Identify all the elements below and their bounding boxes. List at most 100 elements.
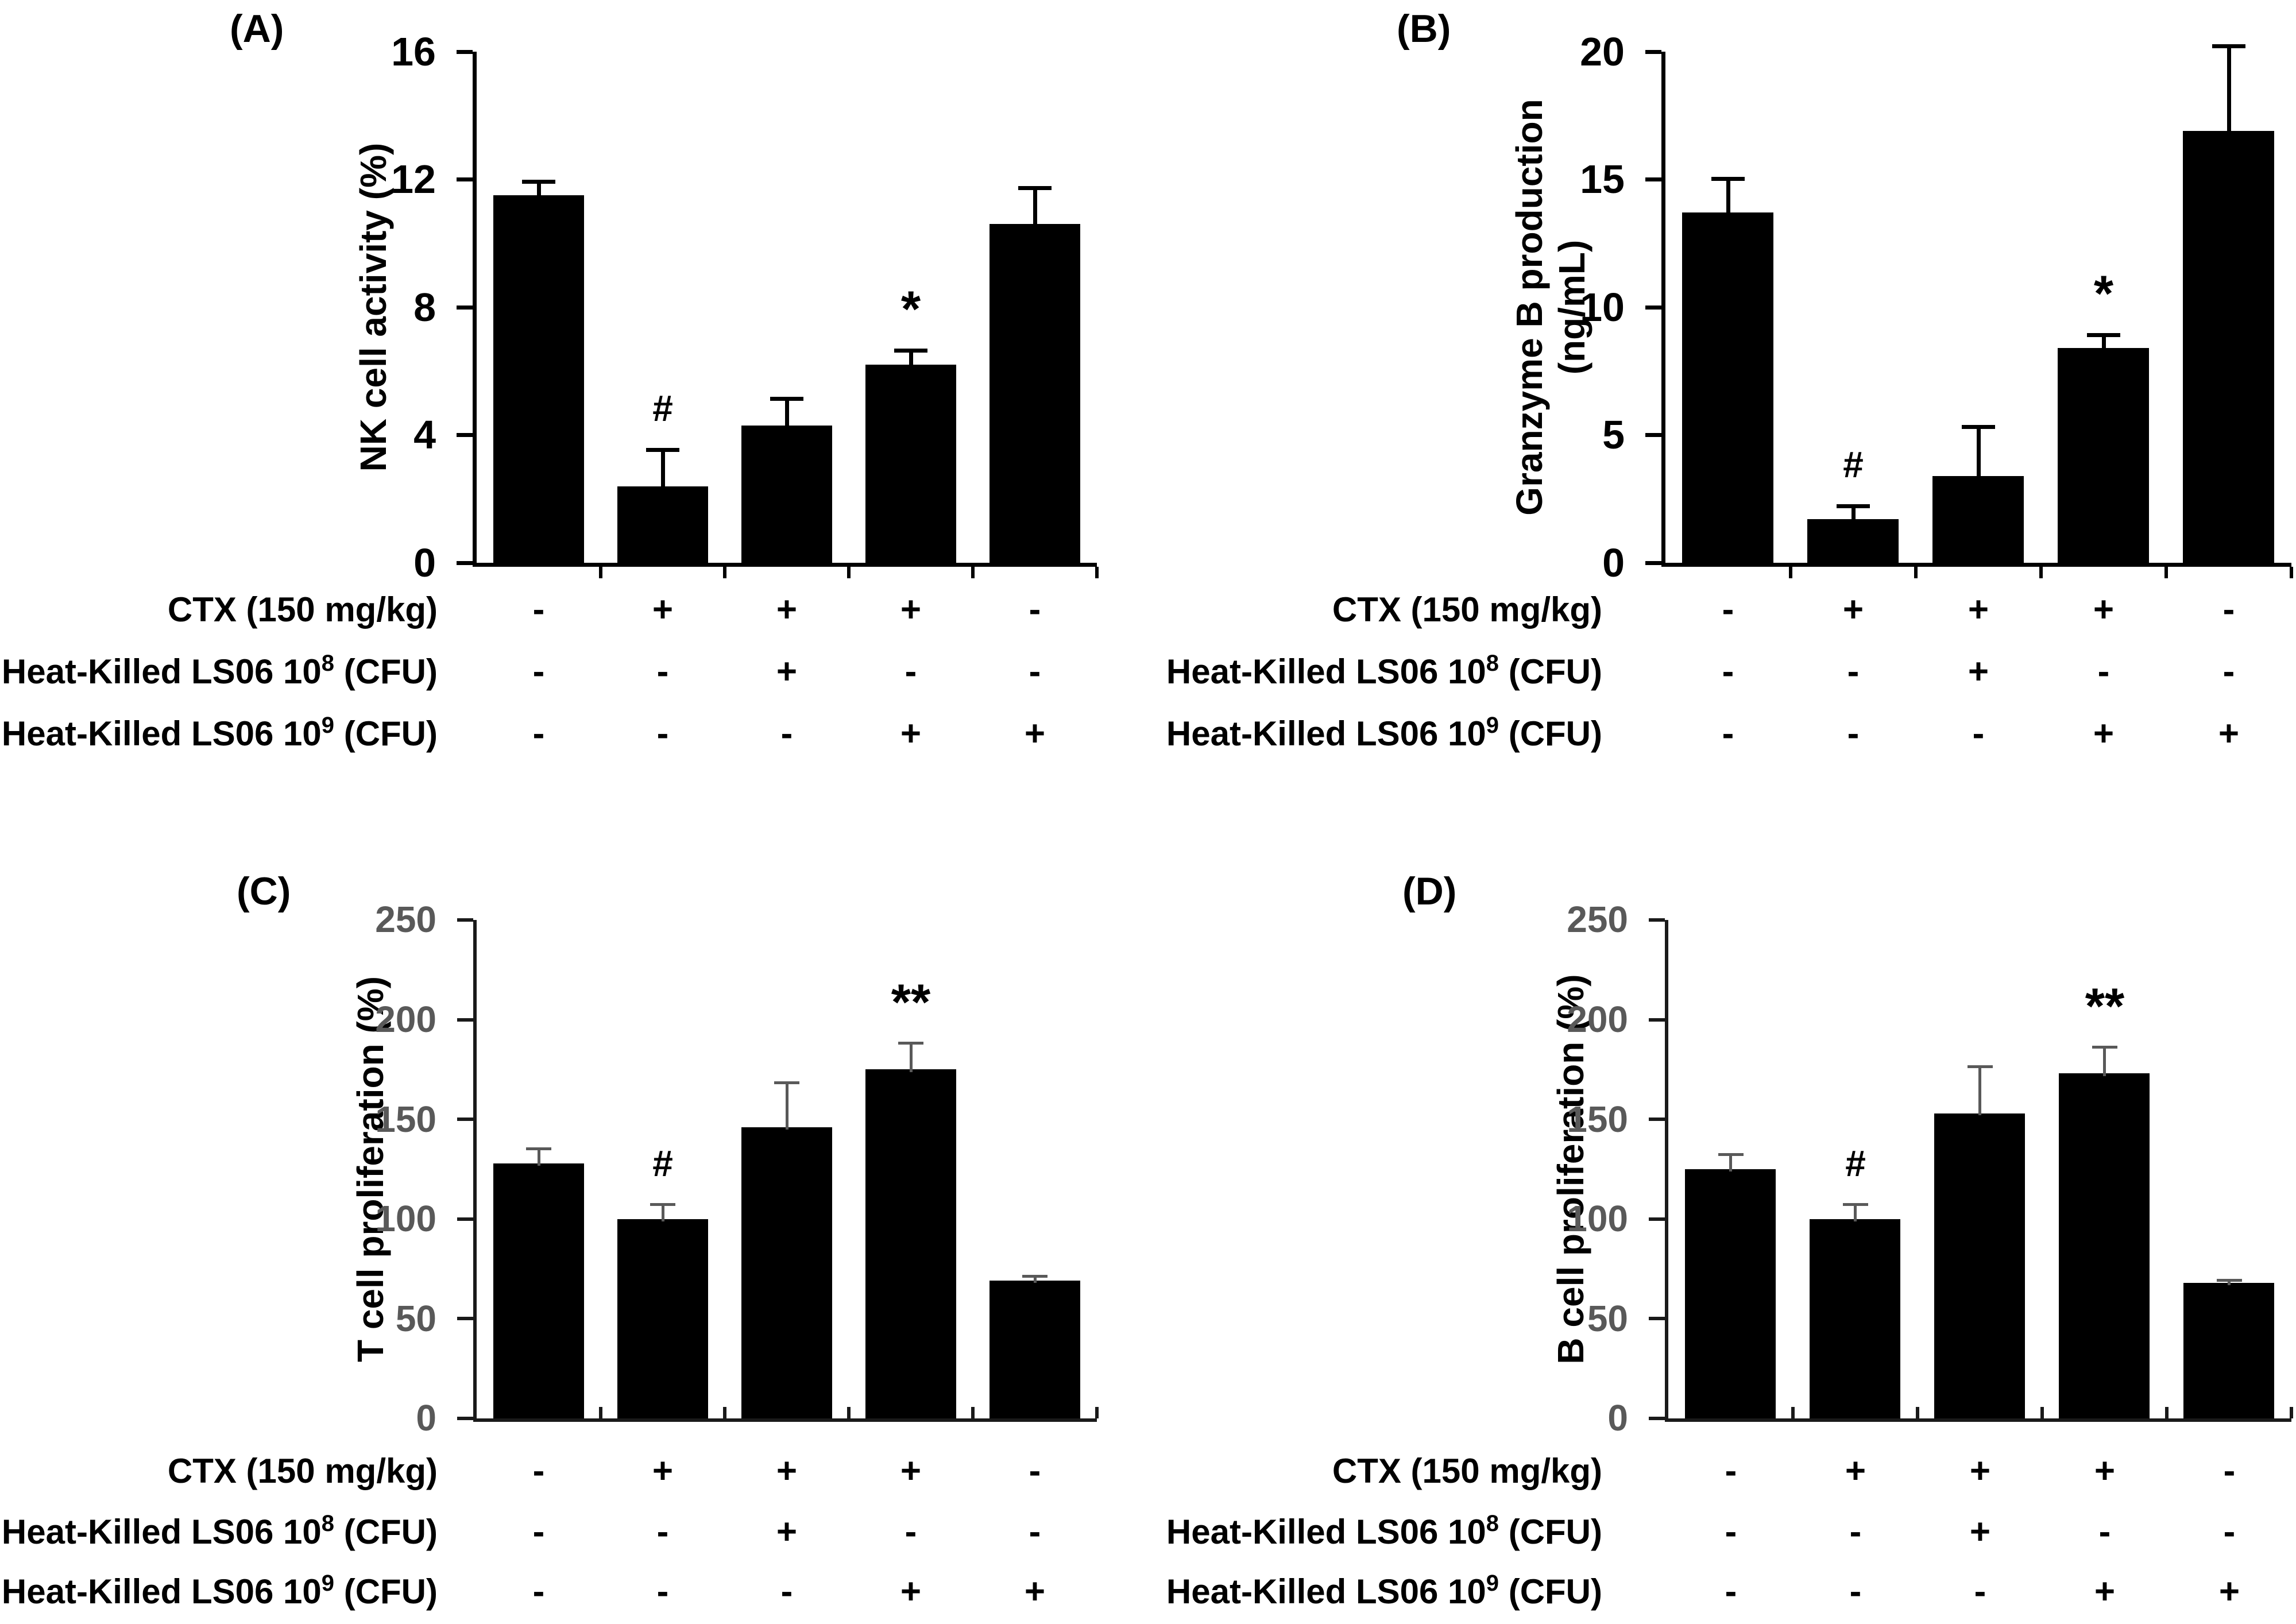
x-tick xyxy=(2290,567,2293,578)
condition-cell: + xyxy=(1845,1451,1866,1491)
bar xyxy=(1934,1113,2025,1418)
y-tick-label: 20 xyxy=(1580,29,1625,74)
error-bar xyxy=(1033,186,1037,227)
panel-label: (A) xyxy=(230,7,284,51)
y-tick xyxy=(457,1417,473,1420)
condition-row-label: CTX (150 mg/kg) xyxy=(971,1447,1602,1495)
x-axis-line xyxy=(473,1418,1097,1422)
significance-marker: ** xyxy=(891,973,931,1030)
condition-cell: - xyxy=(2098,1512,2111,1552)
y-tick-label: 200 xyxy=(375,999,436,1040)
significance-marker: * xyxy=(2093,265,2114,322)
error-cap xyxy=(1837,504,1870,508)
condition-cell: + xyxy=(900,590,922,629)
y-tick xyxy=(457,918,473,922)
bar xyxy=(865,1069,956,1418)
error-bar xyxy=(538,1147,540,1166)
y-axis-title-line: T cell proliferation (%) xyxy=(350,976,391,1363)
condition-cell: - xyxy=(780,1572,793,1611)
error-cap xyxy=(1022,1275,1047,1278)
y-tick xyxy=(457,433,473,437)
y-tick-label: 100 xyxy=(1567,1198,1628,1239)
bar xyxy=(2058,348,2149,563)
error-bar xyxy=(2103,1046,2106,1076)
x-axis-line xyxy=(473,563,1097,567)
condition-cell: - xyxy=(2222,590,2235,629)
bar xyxy=(493,195,584,563)
bar xyxy=(1682,212,1773,563)
x-tick xyxy=(847,567,851,578)
condition-cell: + xyxy=(776,652,798,691)
y-tick-label: 15 xyxy=(1580,157,1625,202)
bar xyxy=(865,365,956,563)
y-tick-label: 150 xyxy=(1567,1099,1628,1140)
x-tick xyxy=(2164,567,2168,578)
condition-cell: - xyxy=(1722,714,1734,753)
condition-cell: + xyxy=(1968,590,1989,629)
condition-cell: + xyxy=(1969,1451,1991,1491)
condition-cell: - xyxy=(1029,652,1041,691)
condition-cell: - xyxy=(1725,1572,1737,1611)
bar xyxy=(989,224,1080,563)
x-tick xyxy=(2165,1407,2169,1418)
x-tick xyxy=(847,1407,851,1418)
error-bar xyxy=(1726,177,1730,215)
condition-cell: + xyxy=(900,1451,922,1491)
error-bar xyxy=(1978,1065,1981,1115)
significance-marker: # xyxy=(652,1143,673,1184)
condition-cell: + xyxy=(2093,590,2115,629)
y-tick xyxy=(1649,1018,1665,1022)
error-cap xyxy=(770,397,803,401)
condition-cell: - xyxy=(1847,652,1860,691)
condition-cell: - xyxy=(1722,652,1734,691)
y-tick-label: 5 xyxy=(1602,412,1625,457)
x-tick xyxy=(1914,567,1918,578)
y-tick xyxy=(1645,306,1661,310)
x-tick xyxy=(599,567,602,578)
condition-row-label-suffix: (CFU) xyxy=(334,714,438,753)
panel-label: (D) xyxy=(1402,869,1457,913)
condition-row-label-text: CTX (150 mg/kg) xyxy=(167,590,438,629)
condition-cell: - xyxy=(656,1572,669,1611)
y-tick-label: 16 xyxy=(391,29,436,74)
x-axis-line xyxy=(1665,1418,2291,1422)
condition-row-label-superscript: 9 xyxy=(321,713,335,738)
x-tick xyxy=(2039,567,2043,578)
y-tick-label: 8 xyxy=(413,285,436,330)
error-bar xyxy=(1729,1153,1732,1171)
condition-row-label: Heat-Killed LS06 109 (CFU) xyxy=(0,1568,438,1616)
error-cap xyxy=(1711,177,1745,181)
y-tick-label: 4 xyxy=(413,412,436,457)
error-cap xyxy=(894,349,927,353)
y-tick xyxy=(1649,918,1665,922)
bar xyxy=(1932,476,2024,563)
error-bar xyxy=(785,397,789,428)
condition-row-label-superscript: 9 xyxy=(1486,713,1499,738)
y-tick xyxy=(1649,1317,1665,1320)
condition-row-label-superscript: 9 xyxy=(1486,1571,1499,1596)
error-bar xyxy=(909,349,913,367)
condition-cell: - xyxy=(532,1512,545,1552)
significance-marker: ** xyxy=(2085,977,2125,1034)
condition-row-label: CTX (150 mg/kg) xyxy=(971,586,1602,634)
condition-row-label: Heat-Killed LS06 108 (CFU) xyxy=(971,1508,1602,1556)
error-bar xyxy=(2228,1279,2231,1285)
x-tick xyxy=(723,567,726,578)
condition-row-label: CTX (150 mg/kg) xyxy=(0,1447,438,1495)
panel-label: (B) xyxy=(1397,7,1451,51)
condition-cell: - xyxy=(532,590,545,629)
condition-cell: - xyxy=(1725,1451,1737,1491)
error-cap xyxy=(526,1147,551,1150)
error-cap xyxy=(2212,44,2245,48)
condition-cell: - xyxy=(656,652,669,691)
condition-cell: + xyxy=(900,714,922,753)
condition-cell: - xyxy=(656,1512,669,1552)
condition-cell: - xyxy=(905,1512,917,1552)
condition-row-label-suffix: (CFU) xyxy=(1499,652,1602,691)
error-cap xyxy=(1968,1065,1993,1068)
condition-row-label-text: CTX (150 mg/kg) xyxy=(1332,590,1602,629)
condition-row-label-text: CTX (150 mg/kg) xyxy=(1332,1452,1602,1490)
error-cap xyxy=(2087,333,2120,337)
condition-row-label-text: CTX (150 mg/kg) xyxy=(167,1452,438,1490)
